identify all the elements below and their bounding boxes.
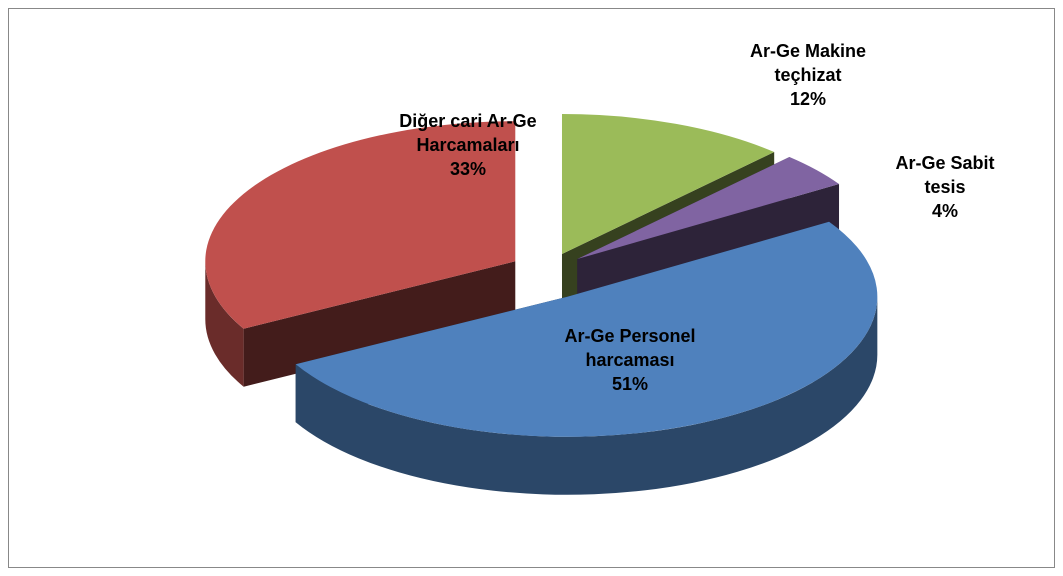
slice-top	[205, 121, 516, 329]
category-label: Ar-Ge Sabit tesis	[895, 153, 995, 197]
value-label: 51%	[611, 374, 649, 394]
slice-wall	[295, 296, 878, 495]
value-label: 12%	[789, 89, 827, 109]
slice-top	[561, 114, 775, 255]
slice	[295, 221, 878, 495]
slice	[205, 121, 516, 387]
category-label: Ar-Ge Makine teçhizat	[749, 41, 867, 85]
value-label: 33%	[449, 159, 487, 179]
data-label: Diğer cari Ar-Ge Harcamaları 33%	[368, 109, 568, 181]
category-label: Diğer cari Ar-Ge Harcamaları	[399, 111, 537, 155]
slice-side	[243, 261, 516, 387]
data-label: Ar-Ge Personel harcaması 51%	[535, 324, 725, 396]
slice-wall	[205, 261, 244, 387]
slice-top	[295, 221, 878, 437]
data-label: Ar-Ge Makine teçhizat 12%	[728, 39, 888, 111]
data-label: Ar-Ge Sabit tesis 4%	[875, 151, 1015, 223]
category-label: Ar-Ge Personel harcaması	[564, 326, 696, 370]
slice-top	[577, 157, 840, 260]
value-label: 4%	[931, 201, 958, 221]
